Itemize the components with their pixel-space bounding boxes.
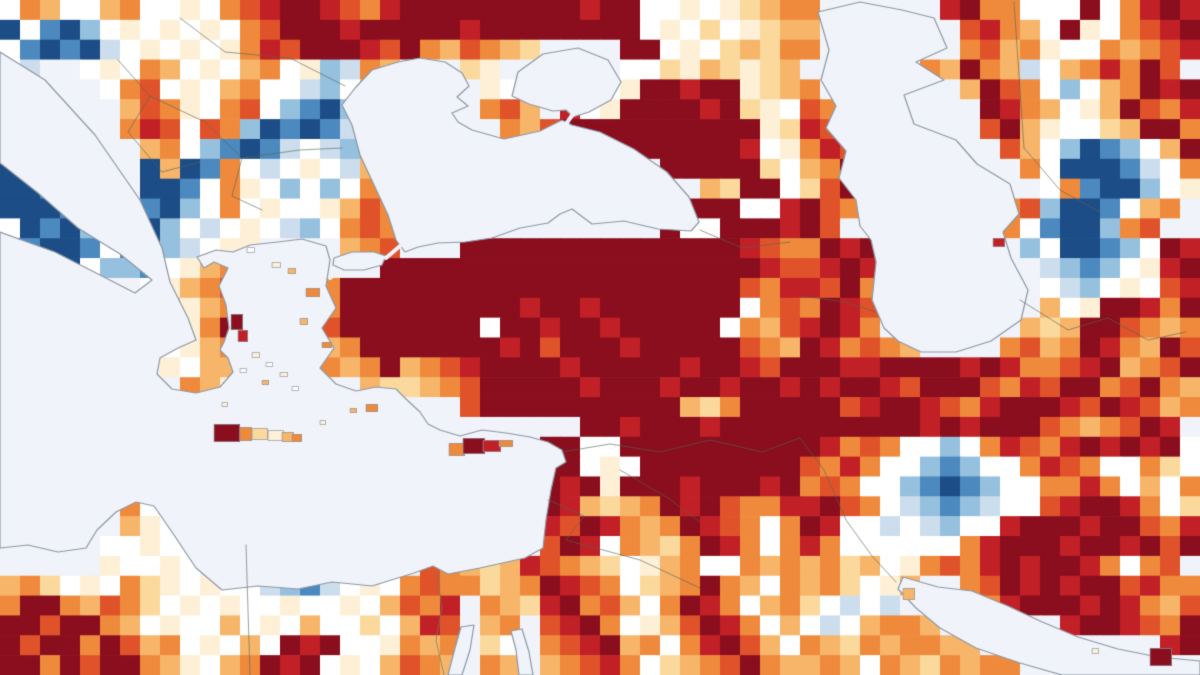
drought-anomaly-map [0, 0, 1200, 675]
drought-anomaly-map-canvas [0, 0, 1200, 675]
